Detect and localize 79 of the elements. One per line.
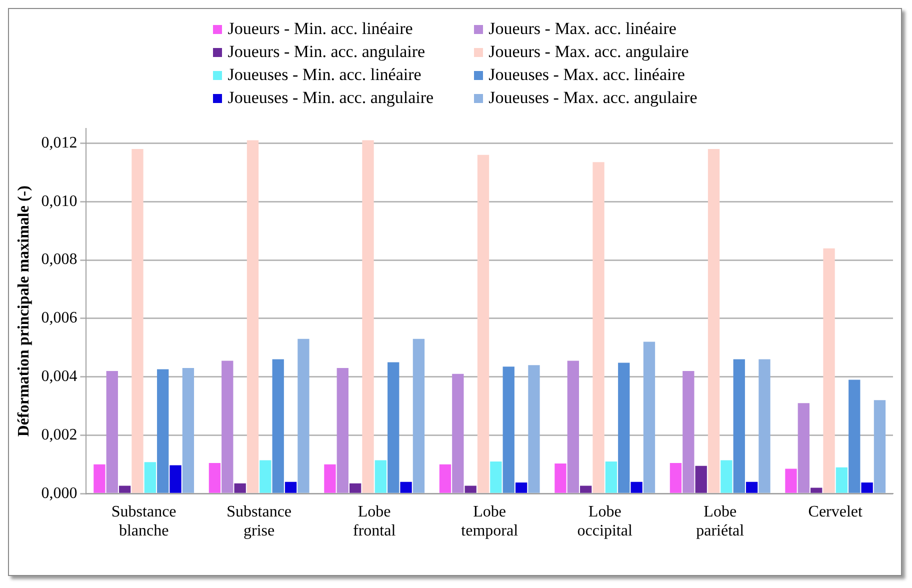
bar bbox=[362, 140, 374, 493]
bar bbox=[400, 482, 412, 493]
bar bbox=[861, 482, 873, 493]
bar bbox=[412, 338, 425, 493]
bar bbox=[170, 465, 182, 493]
bar bbox=[464, 486, 476, 493]
bar bbox=[630, 482, 642, 493]
bar bbox=[528, 365, 540, 493]
bar bbox=[682, 370, 694, 493]
legend-label: Joueurs - Max. acc. linéaire bbox=[488, 19, 676, 39]
bar bbox=[836, 467, 848, 493]
bar bbox=[515, 482, 528, 493]
y-tick-label: 0,008 bbox=[41, 251, 78, 268]
y-tick-label: 0,006 bbox=[41, 310, 78, 327]
y-tick-label: 0,010 bbox=[41, 192, 78, 210]
bar bbox=[182, 368, 194, 493]
x-tick-label: Lobe occipital bbox=[577, 503, 633, 540]
bar bbox=[785, 468, 797, 493]
x-tick-label: Lobe pariétal bbox=[696, 503, 745, 540]
bar bbox=[567, 360, 579, 493]
bar bbox=[810, 488, 822, 493]
bar bbox=[260, 460, 272, 493]
bar bbox=[758, 359, 770, 493]
bar bbox=[605, 461, 618, 493]
bar bbox=[695, 466, 707, 493]
bar bbox=[618, 362, 630, 493]
y-tick-label: 0,002 bbox=[41, 426, 78, 444]
bar bbox=[388, 362, 400, 493]
x-tick-label: Substance grise bbox=[226, 503, 292, 540]
bar bbox=[798, 403, 810, 493]
legend-label: Joueuses - Max. acc. linéaire bbox=[488, 65, 685, 85]
bar bbox=[132, 149, 144, 493]
bar bbox=[554, 464, 566, 493]
bar bbox=[439, 464, 452, 493]
bar bbox=[234, 483, 246, 493]
bar bbox=[477, 154, 490, 493]
bar bbox=[720, 460, 732, 493]
bar bbox=[94, 464, 106, 493]
legend-label: Joueuses - Max. acc. angulaire bbox=[488, 88, 698, 108]
bar bbox=[592, 162, 604, 493]
bar bbox=[208, 462, 221, 493]
x-tick-label: Substance blanche bbox=[111, 503, 176, 540]
bar bbox=[643, 342, 656, 493]
bar bbox=[490, 461, 502, 493]
legend-label: Joueurs - Min. acc. angulaire bbox=[228, 42, 426, 62]
bar bbox=[298, 338, 310, 493]
bar bbox=[336, 368, 348, 493]
bar bbox=[502, 366, 514, 493]
legend-label: Joueuses - Min. acc. angulaire bbox=[228, 88, 434, 108]
bar bbox=[670, 462, 682, 493]
legend-label: Joueurs - Min. acc. linéaire bbox=[228, 19, 413, 39]
bar bbox=[144, 462, 156, 493]
bar bbox=[580, 486, 592, 493]
legend-label: Joueurs - Max. acc. angulaire bbox=[488, 42, 689, 62]
bar bbox=[222, 360, 234, 493]
bar bbox=[106, 370, 118, 493]
bar bbox=[874, 400, 886, 493]
x-tick-label: Lobe frontal bbox=[353, 503, 396, 540]
bar bbox=[452, 374, 464, 493]
bar bbox=[324, 464, 336, 493]
legend-label: Joueuses - Min. acc. linéaire bbox=[228, 65, 422, 85]
bar bbox=[272, 359, 284, 493]
bar bbox=[848, 380, 860, 493]
bar bbox=[746, 482, 758, 493]
bar bbox=[733, 359, 745, 493]
y-tick-label: 0,004 bbox=[41, 368, 78, 386]
bar bbox=[157, 369, 169, 493]
bar bbox=[118, 486, 131, 493]
y-axis-title: Déformation principale maximale (-) bbox=[16, 186, 33, 437]
bar bbox=[246, 140, 259, 493]
bar bbox=[349, 483, 362, 493]
bar bbox=[374, 460, 387, 493]
y-tick-label: 0,000 bbox=[41, 484, 78, 502]
bar bbox=[284, 482, 297, 493]
bar bbox=[708, 149, 720, 493]
bar bbox=[823, 248, 835, 493]
x-tick-label: Cervelet bbox=[808, 503, 864, 520]
y-tick-label: 0,012 bbox=[41, 134, 78, 152]
x-tick-label: Lobe temporal bbox=[461, 503, 519, 540]
